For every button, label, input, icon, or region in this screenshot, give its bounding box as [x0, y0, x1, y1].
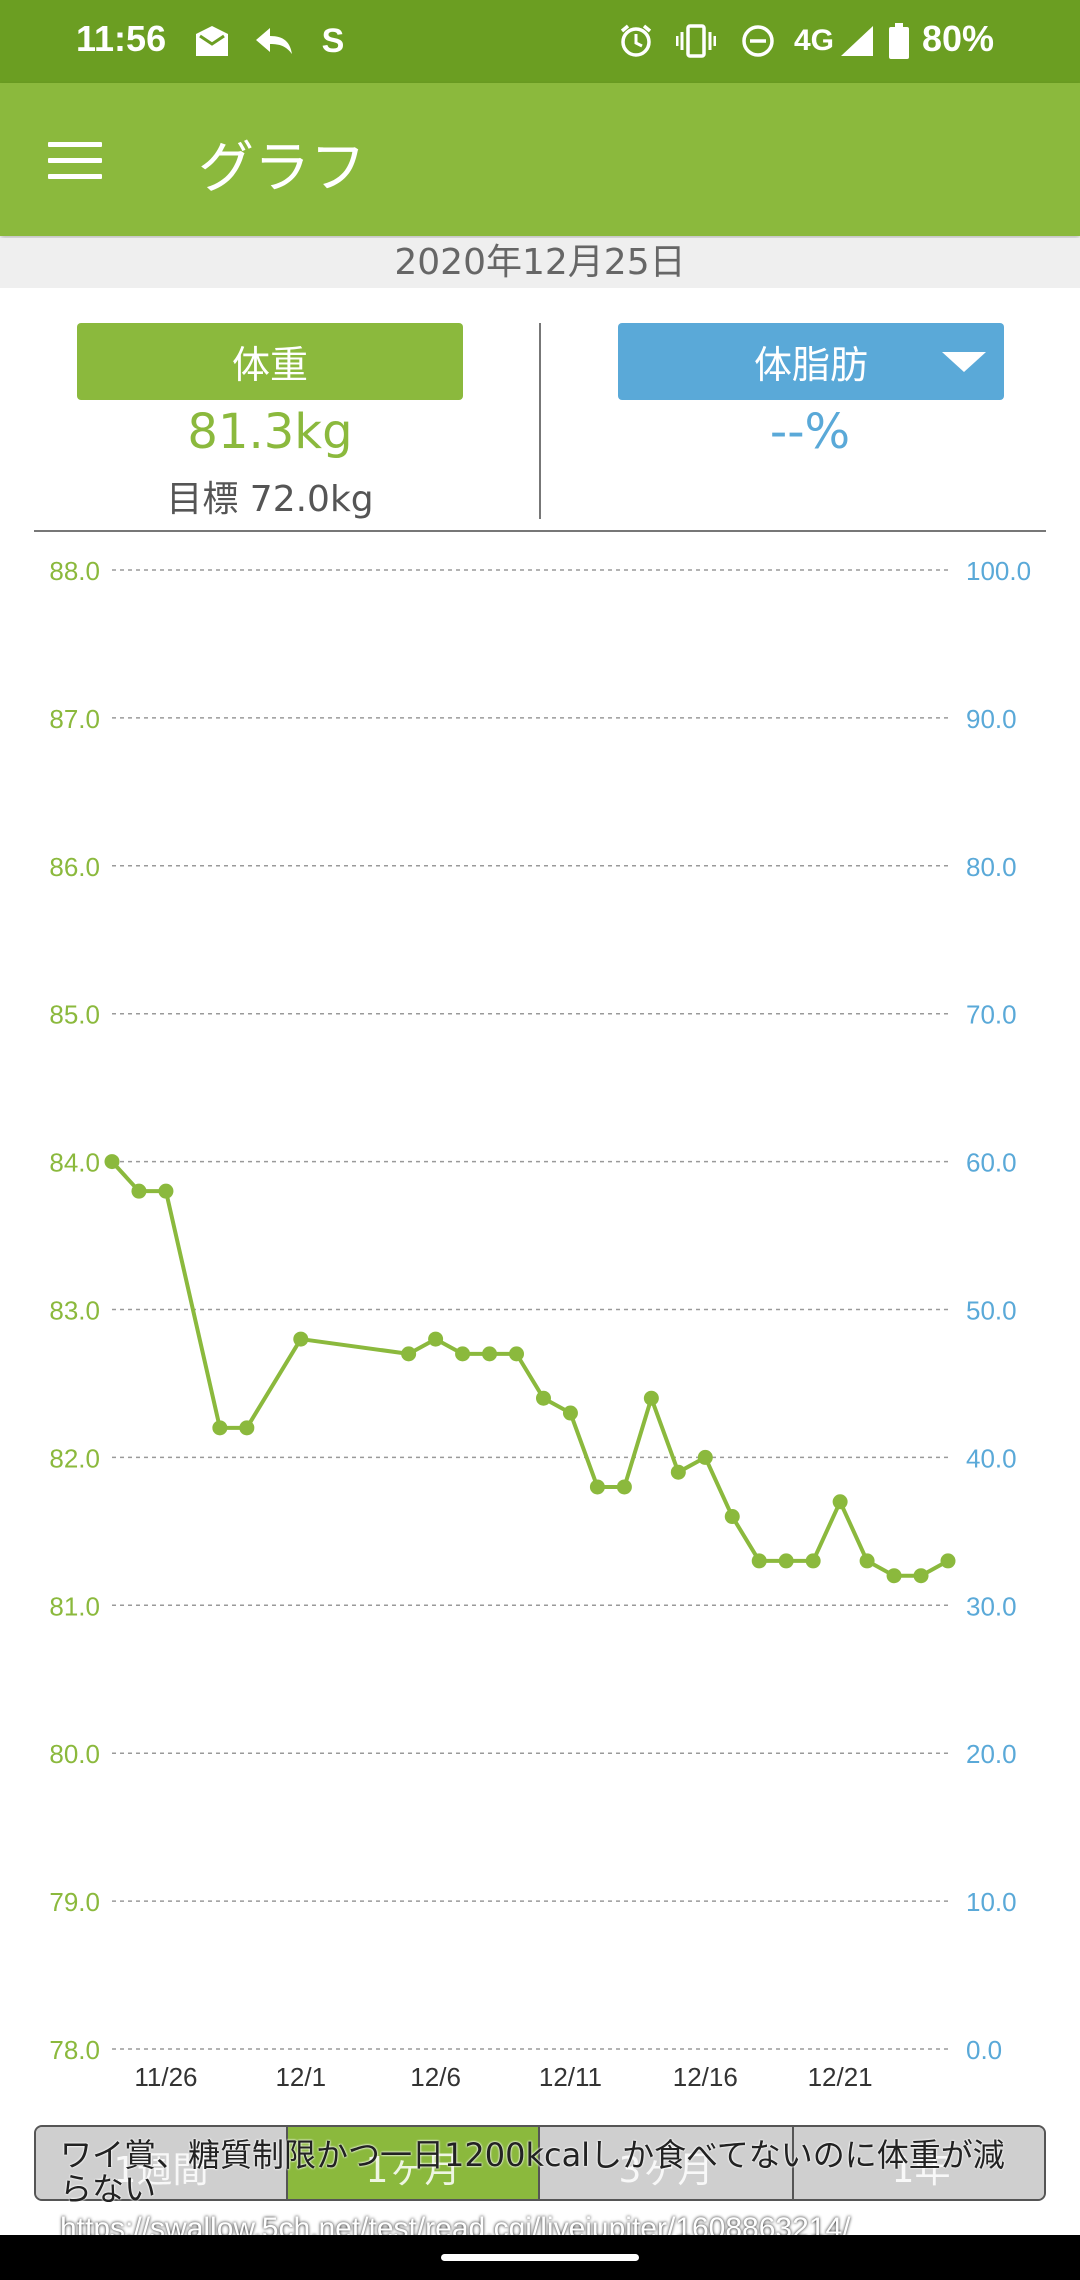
signal-icon	[836, 18, 878, 64]
weight-data-point	[131, 1183, 147, 1199]
s-icon: S	[321, 21, 345, 60]
weight-data-point	[751, 1553, 767, 1569]
network-type: 4G	[794, 24, 835, 57]
weight-data-point	[940, 1553, 956, 1569]
right-axis-tick: 20.0	[966, 1739, 1017, 1769]
right-axis-tick: 10.0	[966, 1887, 1017, 1917]
weight-data-point	[562, 1405, 578, 1421]
weight-button[interactable]: 体重	[77, 323, 463, 400]
left-axis-tick: 81.0	[49, 1591, 100, 1621]
weight-data-point	[212, 1420, 228, 1436]
vibrate-icon	[676, 18, 716, 64]
tab-3months[interactable]: 3ヶ月	[540, 2127, 794, 2199]
overlay-caption: ワイ賞、糖質制限かつ一日1200kcalしか食べてないのに体重が減らない	[60, 2136, 1005, 2208]
x-axis-tick: 12/6	[410, 2062, 461, 2092]
left-axis-tick: 88.0	[49, 556, 100, 586]
weight-data-point	[697, 1449, 713, 1465]
weight-data-point	[455, 1346, 471, 1362]
home-handle[interactable]	[441, 2254, 639, 2261]
right-axis-tick: 0.0	[966, 2035, 1002, 2065]
right-axis-tick: 90.0	[966, 704, 1017, 734]
section-divider	[34, 530, 1046, 532]
weight-data-point	[401, 1346, 417, 1362]
weight-panel: 体重 81.3kg 目標 72.0kg	[0, 300, 540, 520]
weight-data-point	[616, 1479, 632, 1495]
right-axis-tick: 80.0	[966, 852, 1017, 882]
weight-goal: 目標 72.0kg	[166, 479, 374, 520]
weight-data-point	[293, 1331, 309, 1347]
status-time: 11:56	[76, 18, 167, 59]
left-axis-tick: 79.0	[49, 1887, 100, 1917]
weight-data-point	[482, 1346, 498, 1362]
weight-value: 81.3kg	[187, 404, 353, 460]
mail-icon	[192, 18, 232, 64]
battery-level: 80%	[922, 18, 995, 59]
weight-data-point	[778, 1553, 794, 1569]
fat-value: --%	[769, 404, 851, 460]
weight-data-point	[535, 1390, 551, 1406]
weight-data-point	[428, 1331, 444, 1347]
alarm-icon	[616, 18, 656, 64]
weight-data-point	[670, 1464, 686, 1480]
x-axis-tick: 12/16	[673, 2062, 738, 2092]
weight-data-point	[589, 1479, 605, 1495]
reply-icon	[252, 18, 296, 64]
weight-data-point	[104, 1154, 120, 1170]
left-axis-tick: 86.0	[49, 852, 100, 882]
fat-label: 体脂肪	[753, 343, 868, 387]
right-axis-tick: 50.0	[966, 1296, 1017, 1326]
dnd-icon	[738, 18, 778, 64]
menu-icon[interactable]	[40, 125, 110, 195]
weight-data-point	[859, 1553, 875, 1569]
period-tabs: 1週間 1ヶ月 3ヶ月 1年	[34, 2125, 1046, 2201]
chart-svg: 88.0 87.0 86.0 85.0 84.0 83.0 82.0 81.0 80.0 79.0…	[49, 556, 1031, 2092]
nav-bar	[0, 2235, 1080, 2280]
left-axis-tick: 78.0	[49, 2035, 100, 2065]
left-axis-tick: 85.0	[49, 1000, 100, 1030]
weight-chart: 88.0 87.0 86.0 85.0 84.0 83.0 82.0 81.0 80.0 79.0…	[0, 540, 1080, 2100]
app-bar: グラフ	[0, 83, 1080, 236]
page-title: グラフ	[198, 136, 366, 201]
weight-series-line	[110, 1160, 949, 1578]
fat-panel: 体脂肪 --%	[540, 300, 1080, 520]
x-axis-tick: 12/1	[275, 2062, 326, 2092]
tab-1week[interactable]: 1週間	[36, 2127, 288, 2199]
weight-label: 体重	[231, 343, 308, 387]
weight-data-point	[913, 1568, 929, 1584]
left-axis-tick: 80.0	[49, 1739, 100, 1769]
tab-label: 1年	[891, 2150, 951, 2191]
left-axis-tick: 84.0	[49, 1148, 100, 1178]
left-axis-tick: 82.0	[49, 1443, 100, 1473]
weight-data-point	[643, 1390, 659, 1406]
right-axis-tick: 100.0	[966, 556, 1031, 586]
panel-divider	[539, 323, 541, 519]
tab-label: 1ヶ月	[365, 2150, 461, 2191]
weight-data-point	[239, 1420, 255, 1436]
weight-data-point	[805, 1553, 821, 1569]
fat-dropdown[interactable]: 体脂肪	[618, 323, 1004, 400]
tab-label: 3ヶ月	[618, 2150, 714, 2191]
x-axis-tick: 12/21	[808, 2062, 873, 2092]
right-axis-tick: 60.0	[966, 1148, 1017, 1178]
right-axis-tick: 40.0	[966, 1443, 1017, 1473]
x-axis-tick: 11/26	[134, 2062, 197, 2092]
weight-data-point	[158, 1183, 174, 1199]
tab-1year[interactable]: 1年	[794, 2127, 1044, 2199]
right-axis-tick: 70.0	[966, 1000, 1017, 1030]
tab-1month[interactable]: 1ヶ月	[288, 2127, 540, 2199]
status-bar: 11:56 S 4G 80%	[0, 0, 1080, 83]
right-axis-tick: 30.0	[966, 1591, 1017, 1621]
weight-data-point	[832, 1494, 848, 1510]
tab-label: 1週間	[113, 2150, 209, 2191]
date-header: 2020年12月25日	[0, 238, 1080, 288]
weight-data-point	[886, 1568, 902, 1584]
weight-data-point	[509, 1346, 525, 1362]
dropdown-arrow-icon	[942, 352, 986, 372]
left-axis-tick: 83.0	[49, 1296, 100, 1326]
left-axis-tick: 87.0	[49, 704, 100, 734]
weight-data-point	[724, 1509, 740, 1525]
battery-icon	[886, 18, 912, 64]
x-axis-tick: 12/11	[539, 2062, 602, 2092]
